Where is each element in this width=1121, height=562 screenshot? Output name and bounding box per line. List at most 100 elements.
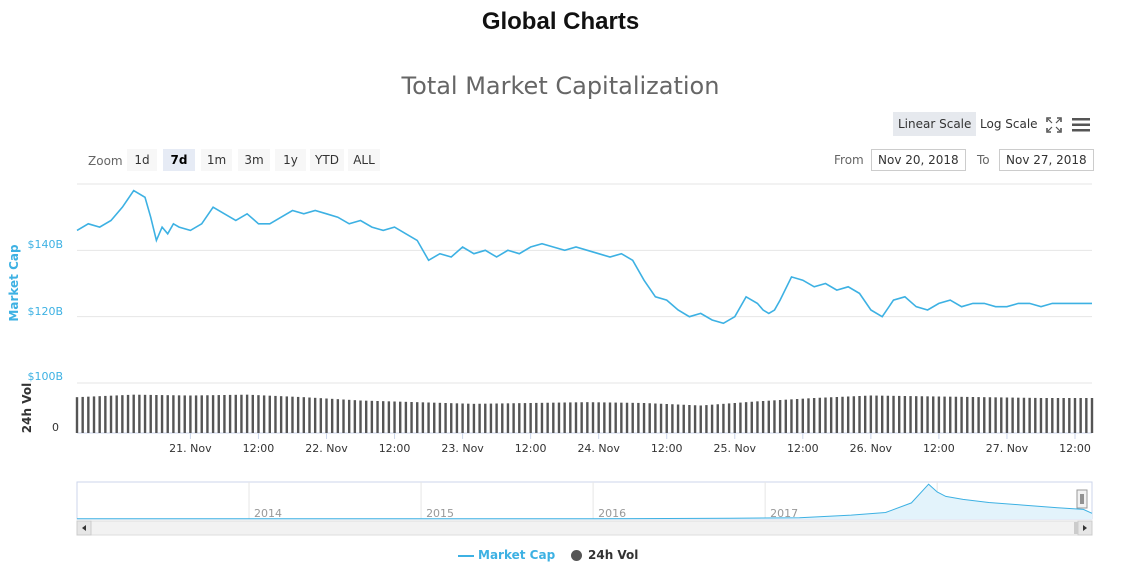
volume-bar: [523, 403, 527, 433]
volume-bar: [829, 397, 833, 433]
volume-bar: [648, 403, 651, 433]
volume-bar: [892, 395, 895, 433]
log-scale-button[interactable]: Log Scale: [980, 117, 1038, 131]
legend-line-icon: [458, 554, 474, 557]
zoom-1y-button[interactable]: 1y: [275, 149, 306, 171]
volume-bar: [949, 396, 952, 433]
scrollbar-track[interactable]: [76, 520, 1093, 536]
volume-bar: [620, 402, 623, 433]
volume-bar: [801, 398, 805, 433]
x-tick-label: 25. Nov: [714, 442, 757, 455]
volume-bar: [971, 397, 975, 433]
legend-item-24h-vol[interactable]: 24h Vol: [571, 548, 638, 562]
volume-bar: [240, 394, 243, 433]
volume-bar: [773, 400, 776, 433]
volume-bar: [733, 403, 736, 433]
linear-scale-button[interactable]: Linear Scale: [893, 112, 977, 136]
legend-label-24h-vol: 24h Vol: [588, 548, 639, 562]
volume-bar: [625, 402, 629, 433]
volume-bar: [160, 395, 164, 433]
volume-bar: [467, 403, 470, 433]
navigator-series-line: [76, 483, 1093, 520]
volume-bar: [132, 394, 135, 433]
page-title: Global Charts: [481, 8, 640, 35]
volume-bar: [937, 396, 941, 433]
volume-bar: [92, 396, 96, 433]
volume-bar: [943, 396, 946, 433]
volume-bar: [104, 395, 107, 433]
volume-bar: [518, 403, 521, 433]
volume-bar: [416, 402, 419, 433]
volume-bar: [228, 394, 232, 433]
volume-bar: [370, 400, 374, 433]
navigator-tick-label: 2016: [598, 507, 626, 520]
volume-bar: [778, 400, 782, 433]
x-tick-label: 26. Nov: [850, 442, 893, 455]
volume-bar: [98, 396, 101, 433]
volume-bar: [1022, 397, 1026, 433]
scrollbar-thumb[interactable]: [1074, 522, 1078, 534]
volume-bar: [960, 396, 963, 433]
volume-bar: [251, 394, 254, 433]
x-tick-label: 12:00: [515, 442, 547, 455]
navigator-tick-label: 2017: [770, 507, 798, 520]
volume-bar: [143, 394, 147, 433]
navigator-tick-label: 2015: [426, 507, 454, 520]
volume-bar: [665, 404, 668, 433]
zoom-7d-button[interactable]: 7d: [163, 149, 195, 171]
volume-bar: [932, 396, 935, 433]
volume-bar: [739, 402, 742, 433]
volume-bar: [342, 399, 345, 433]
volume-bar: [410, 402, 413, 433]
volume-bar: [693, 405, 697, 433]
volume-bar: [597, 402, 600, 433]
legend-item-market-cap[interactable]: Market Cap: [458, 548, 555, 562]
volume-bar: [835, 397, 839, 433]
zoom-3m-button[interactable]: 3m: [238, 149, 270, 171]
to-date-input[interactable]: Nov 27, 2018: [999, 149, 1094, 171]
volume-bar: [546, 402, 549, 433]
volume-bar: [1079, 398, 1082, 433]
volume-bar: [1034, 397, 1037, 433]
volume-bar: [109, 395, 113, 433]
zoom-ytd-button[interactable]: YTD: [310, 149, 344, 171]
volume-bar: [211, 395, 215, 433]
fullscreen-icon[interactable]: [1046, 117, 1062, 133]
volume-bar: [852, 396, 856, 433]
x-tick-label: 23. Nov: [441, 442, 484, 455]
volume-bar: [291, 396, 294, 433]
navigator-handle[interactable]: [1076, 489, 1088, 509]
zoom-1m-button[interactable]: 1m: [201, 149, 232, 171]
volume-bar: [1068, 398, 1071, 433]
volume-bar: [87, 396, 90, 433]
volume-bar: [727, 403, 731, 433]
hamburger-menu-icon[interactable]: [1072, 117, 1090, 133]
volume-bar: [807, 398, 810, 433]
volume-bar: [909, 396, 912, 433]
volume-bar: [274, 395, 277, 433]
from-date-input[interactable]: Nov 20, 2018: [871, 149, 966, 171]
volume-bar: [200, 395, 203, 433]
x-tick-layer: 21. Nov 12:00 22. Nov 12:00 23. Nov 12:00 24. …: [169, 433, 1091, 455]
zoom-all-button[interactable]: ALL: [348, 149, 380, 171]
volume-bar: [903, 396, 907, 433]
volume-bar: [115, 395, 118, 433]
volume-bar: [194, 395, 198, 433]
x-tick-label: 24. Nov: [577, 442, 620, 455]
volume-bar: [501, 403, 504, 433]
volume-bar: [472, 403, 476, 433]
volume-bar: [591, 402, 595, 433]
volume-bar: [898, 395, 901, 433]
zoom-1d-button[interactable]: 1d: [127, 149, 157, 171]
volume-bar: [642, 403, 646, 433]
volume-bar: [183, 395, 186, 433]
volume-bar: [336, 399, 340, 433]
navigator: 20142015201620172018: [76, 481, 1093, 536]
volume-bar: [438, 402, 442, 433]
volume-bar: [506, 403, 510, 433]
volume-bar: [580, 402, 583, 433]
volume-bar: [869, 395, 873, 433]
legend-dot-icon: [571, 550, 582, 561]
arrow-right-icon: [1083, 525, 1087, 531]
